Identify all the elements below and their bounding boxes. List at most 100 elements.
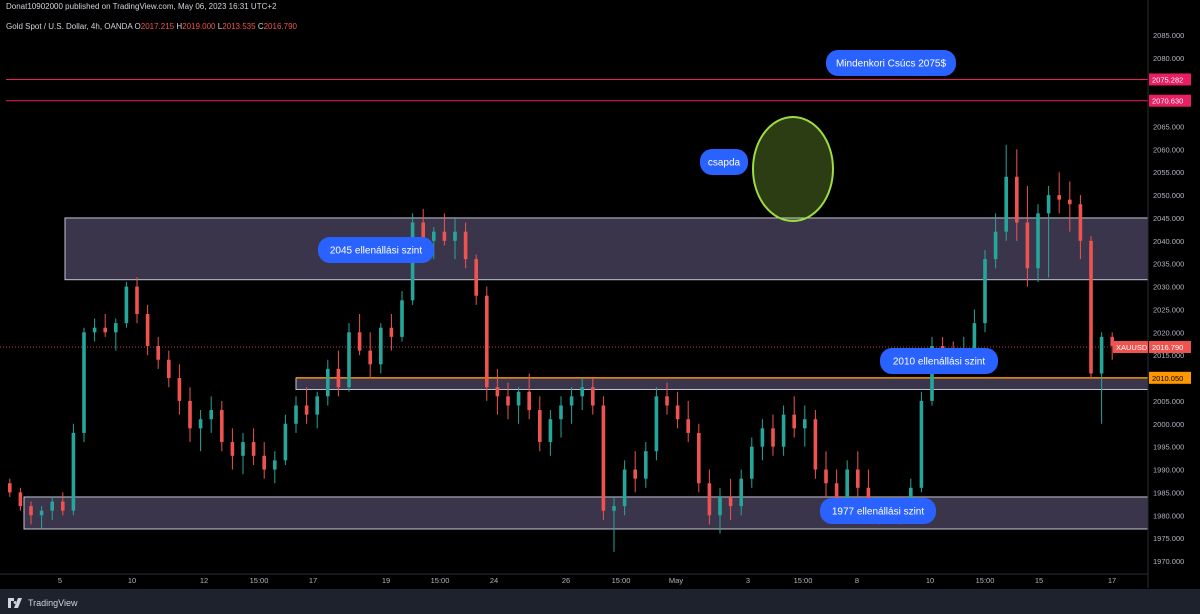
time-tick-label: 12: [200, 576, 208, 585]
line-price-tag-0: [1149, 73, 1191, 86]
time-tick-label: 17: [309, 576, 317, 585]
candle-body: [442, 231, 447, 241]
time-axis[interactable]: 5 10 12 15:00 17 19 15:00 24 26 15:00 May 3 15:00 8 10…: [58, 576, 1116, 585]
candle-body: [728, 496, 733, 507]
candle-body: [336, 368, 341, 388]
time-tick-label: 15:00: [612, 576, 631, 585]
candle-body: [548, 419, 553, 443]
level-price-tag-text: 2010.050: [1152, 374, 1183, 383]
price-tick-label: 2020.000: [1153, 328, 1184, 337]
time-tick-label: 17: [1108, 576, 1116, 585]
candle-body: [357, 332, 362, 351]
candle-body: [1068, 199, 1072, 205]
candle-body: [114, 323, 118, 333]
open-value: 2017.215: [140, 22, 175, 31]
symbol-legend: Gold Spot / U.S. Dollar, 4h, OANDA O2017…: [6, 22, 297, 31]
candle-body: [824, 469, 828, 484]
candle-body: [273, 460, 277, 470]
candle-body: [686, 419, 690, 433]
note-bubble-2: [318, 237, 434, 263]
candle-body: [1004, 176, 1008, 232]
candle-body: [538, 410, 542, 443]
price-tick-label: 2015.000: [1153, 351, 1184, 360]
trap-highlight-ellipse: [752, 116, 834, 222]
price-tick-label: 2025.000: [1153, 305, 1184, 314]
price-tick-label: 2080.000: [1153, 54, 1184, 63]
time-tick-label: 5: [58, 576, 62, 585]
candle-body: [665, 396, 669, 406]
price-tick-label: 2000.000: [1153, 420, 1184, 429]
candle-body: [485, 295, 489, 388]
symbol-name[interactable]: Gold Spot / U.S. Dollar, 4h, OANDA: [6, 22, 133, 31]
candle-body: [463, 231, 468, 260]
candle-body: [198, 419, 203, 429]
note-bubble-1: [700, 149, 748, 175]
candle-body: [474, 259, 478, 296]
resistance-zone-0: [64, 217, 1149, 281]
price-tick-label: 1970.000: [1153, 557, 1184, 566]
symbol-tag-text: XAUUSD: [1116, 343, 1148, 352]
price-tags-layer: 2075.282 2070.630 XAUUSD 2016.790 2010.050: [1113, 73, 1191, 384]
candle-body: [856, 469, 860, 488]
candle-body: [771, 428, 775, 447]
candle-body: [750, 446, 754, 479]
time-tick-label: 15:00: [794, 576, 813, 585]
candle-body: [315, 396, 319, 415]
candle-body: [1057, 195, 1061, 200]
price-tick-label: 2050.000: [1153, 191, 1184, 200]
candle-body: [1036, 213, 1040, 269]
time-tick-label: 24: [490, 576, 498, 585]
candle-body: [1110, 336, 1114, 347]
low-value: 2013.535: [222, 22, 256, 31]
candle-body: [972, 323, 977, 351]
candle-body: [739, 478, 743, 507]
time-tick-label: 8: [855, 576, 859, 585]
notes-layer: Mindenkori Csúcs 2075$ csapda 2045 ellenál…: [318, 50, 998, 524]
candle-body: [1046, 195, 1051, 214]
candle-body: [792, 414, 796, 429]
candle-body: [39, 510, 44, 516]
candle-body: [326, 368, 330, 397]
candle-body: [8, 483, 12, 493]
candle-body: [697, 432, 701, 484]
candle-body: [612, 506, 616, 511]
price-tick-label: 2065.000: [1153, 122, 1184, 131]
resistance-zone-2: [23, 496, 1149, 530]
candle-body: [251, 442, 256, 456]
candle-body: [135, 286, 139, 315]
price-tick-label: 2045.000: [1153, 214, 1184, 223]
lines-layer: [0, 78, 1148, 379]
candle-body: [368, 350, 372, 365]
candle-body: [262, 455, 266, 470]
candle-body: [421, 222, 425, 241]
price-tick-label: 2085.000: [1153, 31, 1184, 40]
close-label: C: [257, 22, 264, 31]
candle-body: [1089, 240, 1093, 374]
candle-body: [156, 346, 160, 360]
publish-header: Donat10902000 published on TradingView.c…: [6, 2, 278, 11]
candle-body: [718, 496, 722, 516]
last-price-tag: [1149, 340, 1191, 353]
candle-body: [993, 231, 998, 260]
candle-body: [29, 506, 33, 516]
candle-body: [304, 405, 309, 415]
zones-layer: [23, 217, 1149, 530]
time-tick-label: 10: [926, 576, 934, 585]
brand-name: TradingView: [28, 598, 78, 608]
candle-body: [580, 387, 584, 397]
close-value: 2016.790: [263, 22, 297, 31]
candle-body: [675, 405, 680, 420]
candle-body: [1099, 336, 1104, 374]
candle-body: [283, 423, 288, 461]
candle-body: [516, 391, 521, 406]
candle-body: [760, 428, 765, 447]
line-price-tag-text-1: 2070.630: [1152, 97, 1183, 106]
price-axis[interactable]: 2085.0002080.0002075.0002070.0002065.000…: [1153, 31, 1184, 566]
candle-body: [167, 359, 171, 379]
time-tick-label: 3: [746, 576, 750, 585]
candle-body: [644, 451, 648, 479]
note-bubble-3: [880, 348, 998, 374]
price-tick-label: 1995.000: [1153, 443, 1184, 452]
tradingview-brand[interactable]: TradingView: [8, 598, 78, 608]
